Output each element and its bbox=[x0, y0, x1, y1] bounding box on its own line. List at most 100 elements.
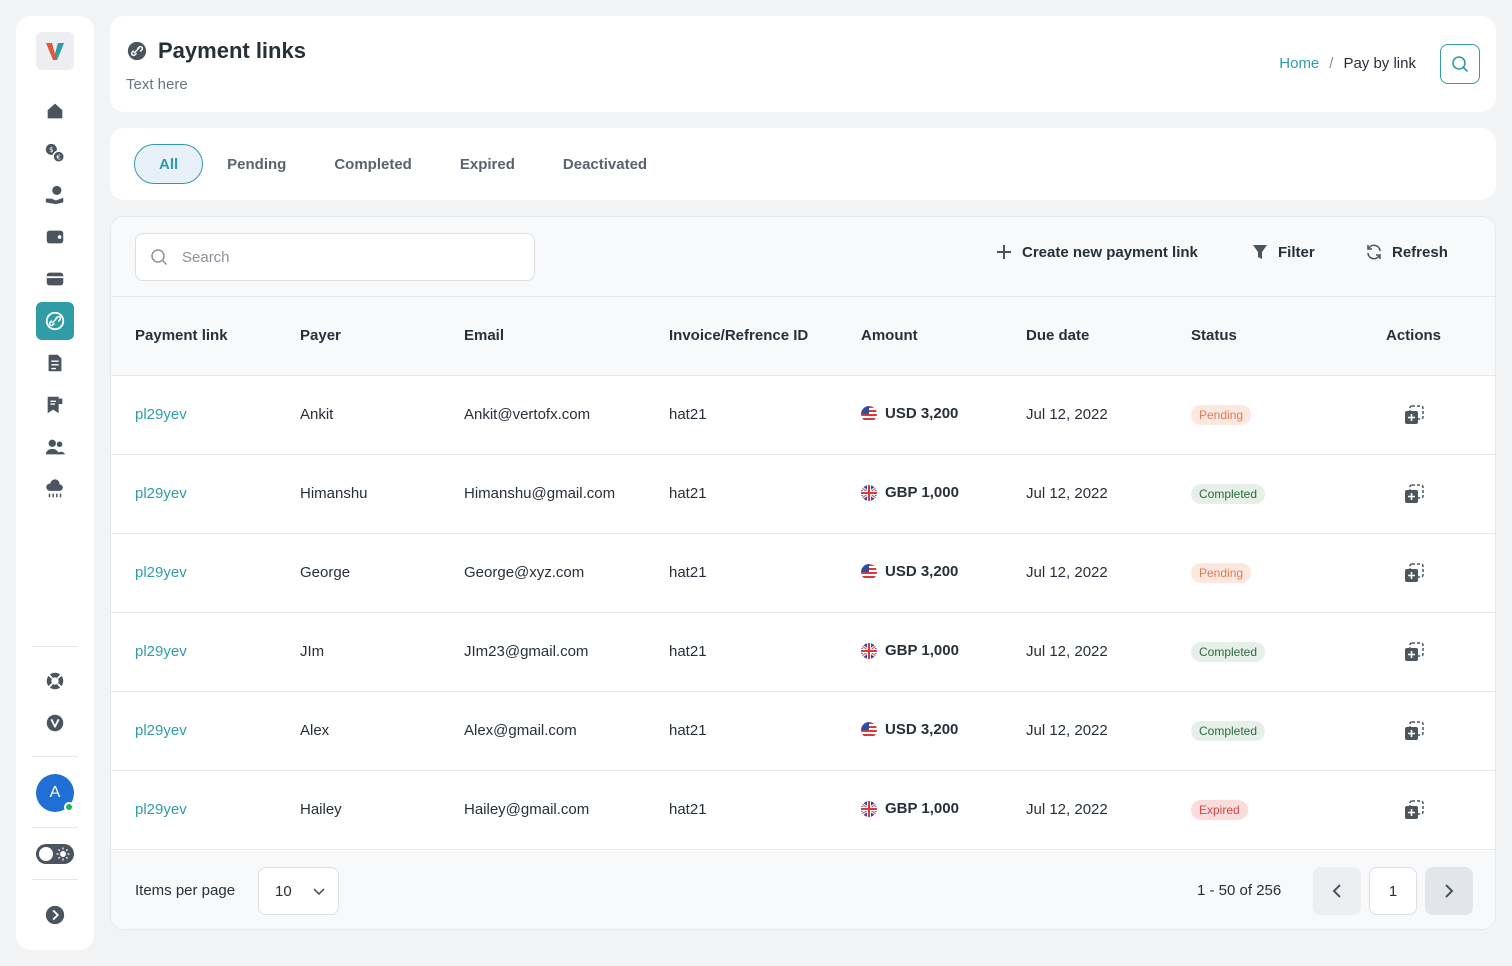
invoice-id: hat21 bbox=[669, 406, 707, 423]
table-row: pl29yev Himanshu Himanshu@gmail.com hat2… bbox=[111, 455, 1495, 534]
sidebar-item-home[interactable] bbox=[36, 92, 74, 130]
invoice-id: hat21 bbox=[669, 722, 707, 739]
filter-tabs-card: All Pending Completed Expired Deactivate… bbox=[110, 128, 1496, 200]
sidebar-item-support[interactable] bbox=[36, 662, 74, 700]
breadcrumb-separator: / bbox=[1329, 55, 1334, 72]
copy-add-icon[interactable] bbox=[1403, 720, 1425, 742]
payment-link-id[interactable]: pl29yev bbox=[135, 564, 187, 581]
invoice-id: hat21 bbox=[669, 643, 707, 660]
amount-cell: GBP 1,000 bbox=[861, 484, 959, 501]
sidebar-item-brand[interactable] bbox=[36, 704, 74, 742]
tab-deactivated[interactable]: Deactivated bbox=[562, 155, 648, 173]
breadcrumb-current: Pay by link bbox=[1343, 55, 1416, 72]
copy-add-icon[interactable] bbox=[1403, 641, 1425, 663]
search-input[interactable] bbox=[182, 248, 502, 266]
payer-email: Ankit@vertofx.com bbox=[464, 406, 591, 423]
payment-link-id[interactable]: pl29yev bbox=[135, 722, 187, 739]
refresh-button[interactable]: Refresh bbox=[1365, 243, 1448, 261]
table-footer: Items per page 10 1 - 50 of 256 1 bbox=[111, 851, 1495, 929]
hand-money-icon bbox=[45, 185, 64, 205]
pagination-range: 1 - 50 of 256 bbox=[1197, 882, 1282, 899]
tab-completed[interactable]: Completed bbox=[334, 155, 412, 173]
payer-email: Alex@gmail.com bbox=[464, 722, 577, 739]
previous-page-button[interactable] bbox=[1313, 867, 1361, 915]
copy-add-icon[interactable] bbox=[1403, 483, 1425, 505]
payment-link-id[interactable]: pl29yev bbox=[135, 485, 187, 502]
sidebar-item-wallet[interactable] bbox=[36, 218, 74, 256]
create-payment-link-button[interactable]: Create new payment link bbox=[995, 243, 1198, 261]
table-row: pl29yev George George@xyz.com hat21 USD … bbox=[111, 534, 1495, 613]
us-flag-icon bbox=[861, 563, 877, 580]
payment-link-id[interactable]: pl29yev bbox=[135, 801, 187, 818]
sidebar-item-payment-links[interactable] bbox=[36, 302, 74, 340]
sidebar-item-cards[interactable] bbox=[36, 260, 74, 298]
theme-toggle[interactable] bbox=[36, 844, 74, 864]
due-date: Jul 12, 2022 bbox=[1026, 801, 1108, 818]
table-row: pl29yev JIm JIm23@gmail.com hat21 GBP 1,… bbox=[111, 613, 1495, 692]
receipt-icon bbox=[47, 396, 63, 414]
sun-icon bbox=[56, 847, 70, 861]
column-header-amount[interactable]: Amount bbox=[861, 327, 918, 344]
column-header-payment-link[interactable]: Payment link bbox=[135, 327, 228, 344]
sidebar-item-invoices[interactable] bbox=[36, 344, 74, 382]
column-header-payer[interactable]: Payer bbox=[300, 327, 341, 344]
amount-value: GBP 1,000 bbox=[885, 642, 959, 659]
current-page-button[interactable]: 1 bbox=[1369, 867, 1417, 915]
search-icon bbox=[151, 249, 168, 266]
status-badge: Pending bbox=[1191, 563, 1252, 583]
copy-add-icon[interactable] bbox=[1403, 404, 1425, 426]
items-per-page-select[interactable]: 10 bbox=[258, 867, 339, 915]
uk-flag-icon bbox=[861, 642, 877, 659]
home-icon bbox=[47, 103, 63, 119]
amount-value: USD 3,200 bbox=[885, 405, 959, 422]
amount-cell: USD 3,200 bbox=[861, 563, 958, 580]
title-row: Payment links bbox=[126, 38, 306, 64]
search-icon bbox=[1452, 56, 1469, 73]
due-date: Jul 12, 2022 bbox=[1026, 564, 1108, 581]
next-page-button[interactable] bbox=[1425, 867, 1473, 915]
payer-email: Hailey@gmail.com bbox=[464, 801, 590, 818]
column-header-invoice-id[interactable]: Invoice/Refrence ID bbox=[669, 327, 809, 344]
sidebar-expand-button[interactable] bbox=[36, 896, 74, 934]
brand-logo[interactable] bbox=[36, 32, 74, 70]
breadcrumb-home-link[interactable]: Home bbox=[1279, 55, 1320, 72]
copy-add-icon[interactable] bbox=[1403, 562, 1425, 584]
currency-exchange-icon: $ € bbox=[45, 143, 65, 163]
tab-pending[interactable]: Pending bbox=[227, 155, 287, 173]
invoice-id: hat21 bbox=[669, 485, 707, 502]
payer-name: Ankit bbox=[300, 406, 334, 423]
status-badge: Completed bbox=[1191, 721, 1266, 741]
column-header-status[interactable]: Status bbox=[1191, 327, 1237, 344]
amount-cell: USD 3,200 bbox=[861, 721, 958, 738]
payment-link-icon bbox=[45, 311, 65, 331]
due-date: Jul 12, 2022 bbox=[1026, 485, 1108, 502]
amount-value: GBP 1,000 bbox=[885, 800, 959, 817]
column-header-due-date[interactable]: Due date bbox=[1026, 327, 1090, 344]
copy-add-icon[interactable] bbox=[1403, 799, 1425, 821]
us-flag-icon bbox=[861, 721, 877, 738]
tab-all[interactable]: All bbox=[134, 144, 204, 184]
chevron-left-icon bbox=[1332, 884, 1341, 898]
payment-link-id[interactable]: pl29yev bbox=[135, 406, 187, 423]
user-avatar[interactable]: A bbox=[36, 774, 74, 812]
uk-flag-icon bbox=[861, 800, 877, 817]
status-badge: Completed bbox=[1191, 642, 1266, 662]
payment-link-id[interactable]: pl29yev bbox=[135, 643, 187, 660]
column-header-email[interactable]: Email bbox=[464, 327, 505, 344]
amount-cell: GBP 1,000 bbox=[861, 800, 959, 817]
tab-expired[interactable]: Expired bbox=[459, 155, 515, 173]
table-toolbar: Create new payment link Filter Refresh bbox=[111, 217, 1495, 297]
sidebar-item-receipts[interactable] bbox=[36, 386, 74, 424]
sidebar-item-users[interactable] bbox=[36, 428, 74, 466]
invoice-id: hat21 bbox=[669, 564, 707, 581]
filter-button[interactable]: Filter bbox=[1251, 243, 1315, 261]
sidebar-item-exchange[interactable]: $ € bbox=[36, 134, 74, 172]
wallet-icon bbox=[46, 230, 64, 244]
uk-flag-icon bbox=[861, 484, 877, 501]
global-search-button[interactable] bbox=[1440, 44, 1480, 84]
status-tabs: All Pending Completed Expired Deactivate… bbox=[134, 144, 671, 184]
logo-v-icon bbox=[46, 43, 64, 60]
sidebar-item-api[interactable] bbox=[36, 470, 74, 508]
sidebar-item-payments[interactable] bbox=[36, 176, 74, 214]
table-row: pl29yev Alex Alex@gmail.com hat21 USD 3,… bbox=[111, 692, 1495, 771]
